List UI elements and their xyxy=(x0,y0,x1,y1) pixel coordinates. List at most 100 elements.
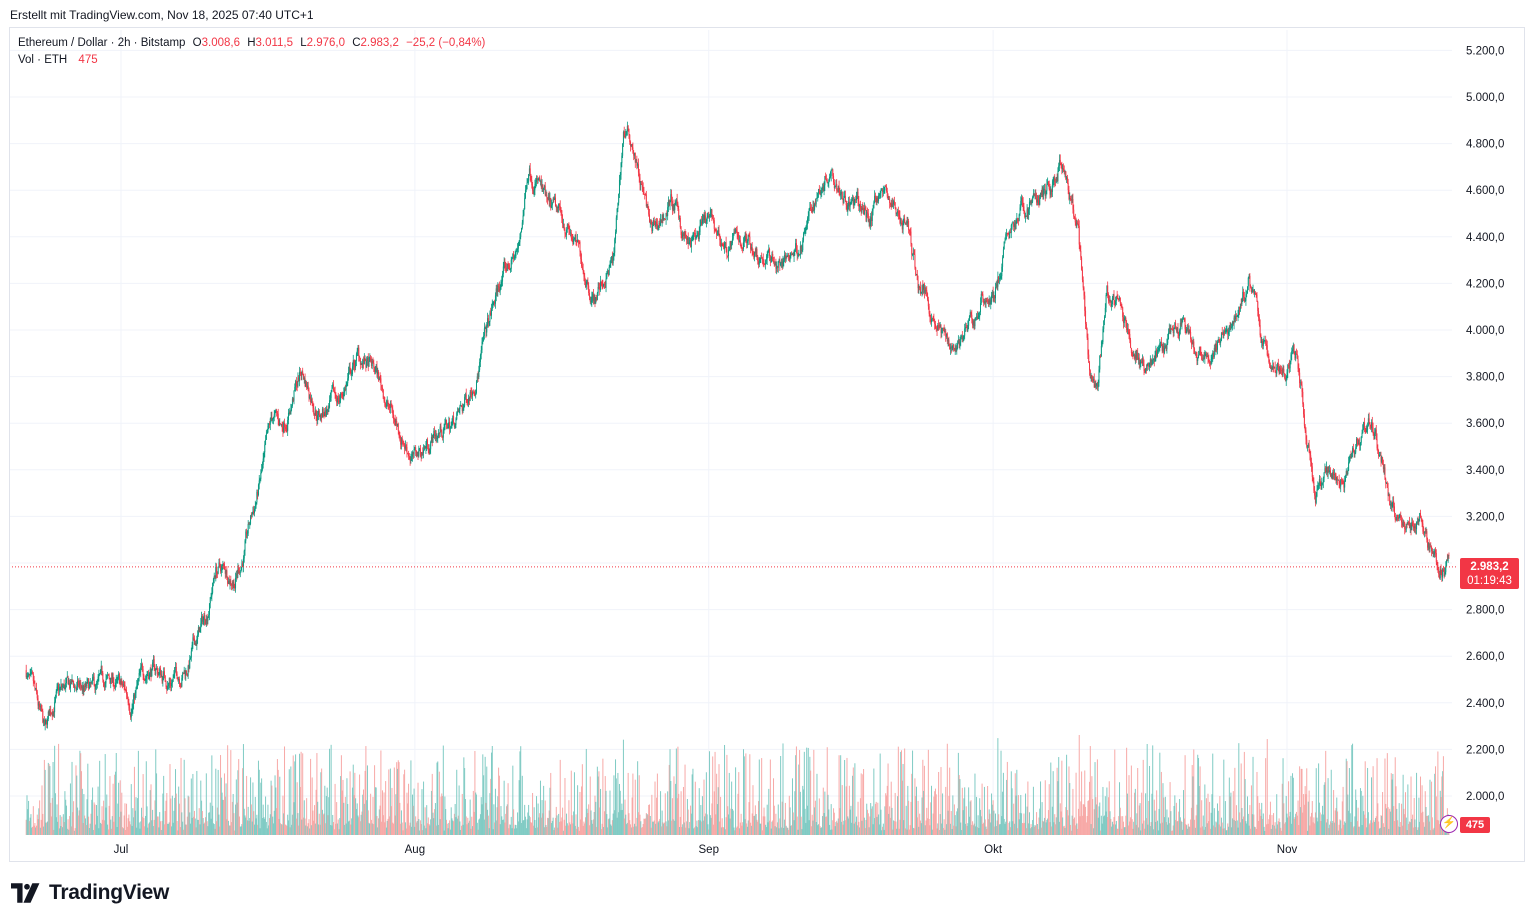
candle-body xyxy=(245,531,247,541)
candle-body xyxy=(396,421,398,426)
volume-bar xyxy=(1259,809,1261,835)
volume-bar xyxy=(272,816,274,835)
volume-bar xyxy=(995,813,996,835)
volume-bar xyxy=(1051,806,1053,835)
volume-bar xyxy=(614,810,616,835)
candle-body xyxy=(29,673,31,676)
volume-bar xyxy=(983,786,985,835)
volume-bar xyxy=(1184,755,1186,835)
volume-bar xyxy=(1048,784,1050,835)
candle-body xyxy=(71,680,73,684)
volume-bar xyxy=(1420,812,1422,835)
volume-bar xyxy=(792,812,794,835)
candle-body xyxy=(223,563,225,565)
volume-bar xyxy=(415,822,417,835)
volume-bar xyxy=(112,783,114,835)
candle-body xyxy=(1054,177,1056,182)
volume-bar xyxy=(1093,809,1095,835)
volume-bar xyxy=(550,772,552,835)
volume-bar xyxy=(82,823,84,835)
candle-body xyxy=(255,502,257,507)
candle-body xyxy=(396,423,398,426)
volume-bar xyxy=(962,810,964,835)
volume-bar xyxy=(381,790,383,835)
candle-body xyxy=(89,682,91,687)
volume-bar xyxy=(1208,821,1210,835)
volume-bar xyxy=(620,810,622,835)
candle-body xyxy=(111,673,113,680)
volume-bar xyxy=(69,815,71,835)
candle-body xyxy=(438,433,440,434)
candle-body xyxy=(95,685,97,690)
candle-body xyxy=(179,683,181,687)
volume-bar xyxy=(743,756,745,835)
volume-bar xyxy=(514,824,516,835)
candle-body xyxy=(660,219,662,226)
volume-bar xyxy=(1309,825,1311,835)
candle-body xyxy=(691,239,693,241)
volume-bar xyxy=(1250,828,1252,835)
volume-bar xyxy=(1393,806,1395,835)
volume-bar xyxy=(183,759,185,835)
candle-body xyxy=(473,393,475,395)
candle-body xyxy=(546,194,548,198)
candle-body xyxy=(942,327,944,329)
candle-body xyxy=(1086,329,1088,338)
candle-body xyxy=(1052,181,1054,185)
candle-body xyxy=(556,207,558,208)
candle-body xyxy=(1171,329,1173,330)
volume-bar xyxy=(736,826,738,835)
candle-body xyxy=(487,318,489,326)
candle-body xyxy=(1213,347,1215,357)
volume-bar xyxy=(363,803,365,835)
volume-bar xyxy=(555,806,557,835)
volume-bar xyxy=(130,784,132,835)
candle-body xyxy=(724,242,726,244)
volume-bar xyxy=(1122,821,1124,835)
volume-bar xyxy=(1206,823,1208,835)
candle-body xyxy=(490,312,492,316)
candle-body xyxy=(272,417,274,420)
candle-body xyxy=(1186,328,1188,330)
volume-bar xyxy=(368,822,370,835)
candle-body xyxy=(822,187,824,192)
volume-bar xyxy=(913,828,915,835)
volume-bar xyxy=(1176,821,1178,835)
volume-bar xyxy=(1325,822,1327,835)
candle-body xyxy=(558,203,560,207)
volume-bar xyxy=(1087,801,1089,835)
candle-body xyxy=(164,675,166,682)
candle-body xyxy=(953,348,955,350)
volume-bar xyxy=(1345,758,1347,835)
volume-bar xyxy=(1344,822,1346,835)
candle-body xyxy=(56,686,58,692)
candle-body xyxy=(150,669,152,677)
volume-bar xyxy=(1085,806,1087,835)
volume-bar xyxy=(1260,815,1262,835)
volume-bar xyxy=(1098,806,1100,835)
volume-bar xyxy=(1416,829,1418,835)
candle-body xyxy=(1155,350,1157,357)
candle-body xyxy=(234,587,236,589)
candle-body xyxy=(776,266,778,269)
volume-bar xyxy=(1343,824,1345,835)
candle-body xyxy=(758,261,760,265)
volume-bar xyxy=(1247,813,1249,835)
candle-body xyxy=(442,436,444,438)
candle-body xyxy=(717,230,719,235)
candle-body xyxy=(485,327,487,333)
volume-bar xyxy=(593,812,595,835)
candle-body xyxy=(770,259,772,261)
candle-body xyxy=(978,316,980,318)
candle-body xyxy=(594,295,596,304)
candle-body xyxy=(447,426,449,429)
volume-bar xyxy=(924,825,926,835)
volume-bar xyxy=(494,788,496,835)
candle-body xyxy=(52,711,54,717)
volume-bar xyxy=(797,829,799,835)
volume-bar xyxy=(883,829,885,835)
volume-bar xyxy=(876,816,878,835)
volume-bar xyxy=(857,801,859,835)
candle-body xyxy=(734,231,736,233)
